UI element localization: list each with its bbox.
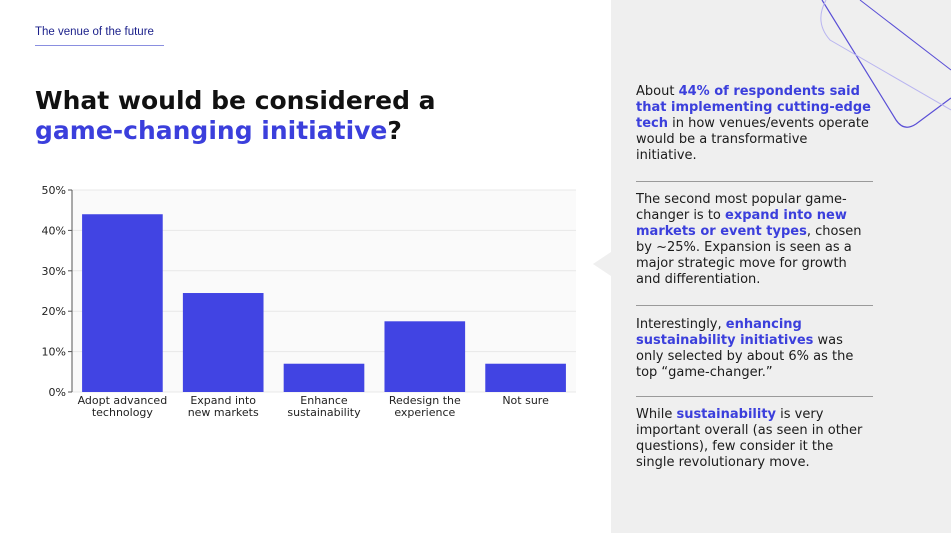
x-tick-label: Redesign the <box>389 394 461 407</box>
x-tick-label: technology <box>92 406 154 419</box>
title-highlight: game-changing initiative <box>35 116 388 145</box>
deco-line-b <box>820 0 951 111</box>
insight-text: , chosen by ~25%. Expansion is seen as a… <box>636 224 862 287</box>
panel-pointer <box>593 252 611 276</box>
section-label: The venue of the future <box>35 26 154 38</box>
insight-highlight: enhancing sustainability initiatives <box>636 317 814 348</box>
insight-highlight: expand into new markets or event types <box>636 208 847 239</box>
bar-chart: 0% 10% 20% 30% 40% 50% Adopt advancedtechnolog… <box>42 184 576 419</box>
insight-text: The second most popular game-changer is … <box>636 192 847 223</box>
y-tick-label: 10% <box>42 346 66 359</box>
title-line-1: What would be considered a <box>35 86 436 115</box>
decorative-lines <box>820 0 951 128</box>
y-tick-label: 20% <box>42 305 66 318</box>
deco-line-a <box>821 0 951 128</box>
y-tick-label: 50% <box>42 184 66 197</box>
insight-text: was only selected by about 6% as the top… <box>636 333 854 380</box>
title-end: ? <box>387 116 402 145</box>
y-tick-label: 0% <box>49 386 66 399</box>
bar <box>182 293 264 392</box>
x-tick-label: Enhance <box>300 394 348 407</box>
insights-panel <box>611 0 951 533</box>
insight-2: The second most popular game-changer is … <box>636 192 872 288</box>
x-tick-label: Expand into <box>190 394 256 407</box>
insight-1: About 44% of respondents said that imple… <box>636 84 872 164</box>
x-tick-label: Adopt advanced <box>78 394 168 407</box>
x-tick-label: new markets <box>188 406 259 419</box>
insight-text: While <box>636 407 677 422</box>
section-label-underline <box>35 45 164 46</box>
insight-4: While sustainability is very important o… <box>636 407 872 471</box>
insight-text: About <box>636 84 679 99</box>
insight-3: Interestingly, enhancing sustainability … <box>636 317 872 381</box>
insight-text: is very important overall (as seen in ot… <box>636 407 863 470</box>
bar <box>82 214 163 392</box>
bar <box>384 321 466 392</box>
deco-line-c <box>859 0 951 71</box>
insight-text: Interestingly, <box>636 317 726 332</box>
bar <box>485 363 566 392</box>
x-tick-label: Not sure <box>502 394 549 407</box>
x-tick-label: experience <box>394 406 455 419</box>
page-title: What would be considered a game-changing… <box>35 86 555 146</box>
y-tick-label: 30% <box>42 265 66 278</box>
insight-divider-2 <box>636 305 873 306</box>
x-tick-label: sustainability <box>287 406 361 419</box>
y-tick-label: 40% <box>42 224 66 237</box>
bar <box>283 363 365 392</box>
insight-highlight: sustainability <box>676 407 777 422</box>
insight-divider-1 <box>636 181 873 182</box>
insight-highlight: 44% of respondents said that implementin… <box>636 84 871 131</box>
insight-text: in how venues/events operate would be a … <box>636 116 869 163</box>
insight-divider-3 <box>636 396 873 397</box>
